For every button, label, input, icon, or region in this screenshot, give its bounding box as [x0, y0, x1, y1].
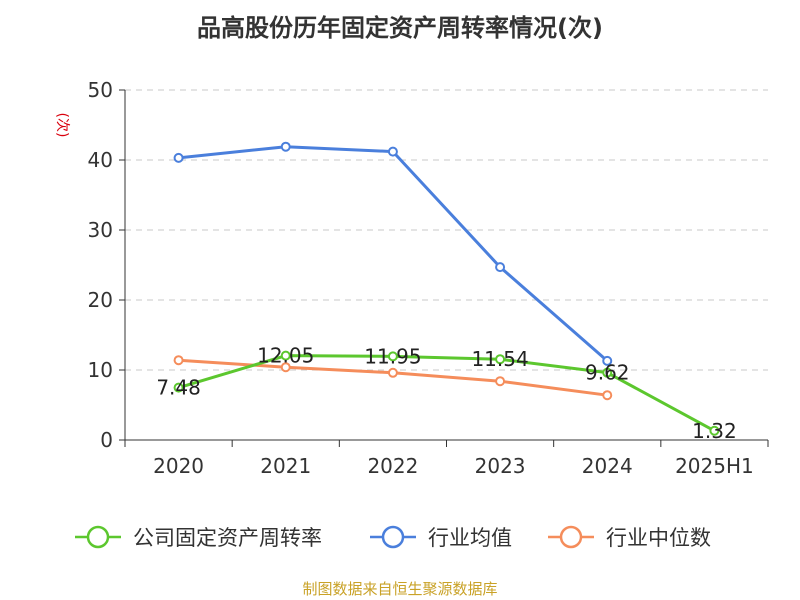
y-tick-label-10: 10 — [88, 358, 113, 382]
series-1-point — [280, 141, 291, 152]
series-lines — [173, 141, 720, 436]
legend-item-1[interactable]: 行业均值 — [370, 525, 512, 550]
series-0-point — [709, 425, 720, 436]
legend-swatch-marker — [559, 525, 583, 549]
chart-title: 品高股份历年固定资产周转率情况(次) — [197, 14, 603, 42]
x-tick-label-2020: 2020 — [153, 454, 204, 478]
x-tick-label-2023: 2023 — [475, 454, 526, 478]
series-0-point — [602, 367, 613, 378]
data-labels: 7.48 12.05 11.95 11.54 9.62 1.32 — [156, 344, 736, 443]
grid-lines — [125, 89, 768, 371]
y-tick-labels: 0 10 20 30 40 50 — [88, 78, 113, 452]
legend-label: 行业中位数 — [606, 526, 711, 550]
data-label-2023: 11.54 — [471, 347, 528, 371]
series-2-point — [280, 362, 291, 373]
series-2-point — [173, 355, 184, 366]
series-1-point — [387, 146, 398, 157]
series-1-point — [495, 262, 506, 273]
legend-label: 公司固定资产周转率 — [133, 526, 322, 550]
series-1-point — [602, 355, 613, 366]
series-1-line — [178, 145, 609, 363]
series-0-line — [178, 354, 716, 433]
source-note: 制图数据来自恒生聚源数据库 — [302, 580, 498, 598]
series-0-point — [280, 350, 291, 361]
data-label-2020: 7.48 — [156, 376, 201, 400]
legend-swatch-marker — [86, 525, 110, 549]
data-label-2022: 11.95 — [364, 344, 421, 368]
data-label-2024: 9.62 — [585, 361, 630, 385]
axes — [119, 89, 769, 447]
x-tick-label-2025H1: 2025H1 — [675, 454, 754, 478]
x-tick-label-2024: 2024 — [582, 454, 633, 478]
series-0-point — [495, 354, 506, 365]
y-axis-unit-label: (次) — [54, 113, 70, 138]
series-2-point — [387, 367, 398, 378]
legend-label: 行业均值 — [428, 526, 512, 550]
y-tick-label-40: 40 — [88, 148, 113, 172]
x-tick-label-2021: 2021 — [260, 454, 311, 478]
legend-item-2[interactable]: 行业中位数 — [548, 525, 711, 550]
series-0-point — [173, 382, 184, 393]
y-tick-label-50: 50 — [88, 78, 113, 102]
series-0-point — [387, 351, 398, 362]
x-tick-labels: 2020 2021 2022 2023 2024 2025H1 — [153, 454, 754, 478]
y-tick-label-20: 20 — [88, 288, 113, 312]
legend-item-0[interactable]: 公司固定资产周转率 — [75, 525, 322, 550]
series-2-point — [602, 390, 613, 401]
x-tick-label-2022: 2022 — [367, 454, 418, 478]
data-label-2021: 12.05 — [257, 344, 314, 368]
legend: 公司固定资产周转率 行业均值 行业中位数 — [75, 525, 711, 550]
series-1-point — [173, 152, 184, 163]
y-tick-label-0: 0 — [100, 428, 113, 452]
series-2-point — [495, 376, 506, 387]
y-tick-label-30: 30 — [88, 218, 113, 242]
legend-swatch-marker — [381, 525, 405, 549]
data-label-2025H1: 1.32 — [692, 419, 737, 443]
